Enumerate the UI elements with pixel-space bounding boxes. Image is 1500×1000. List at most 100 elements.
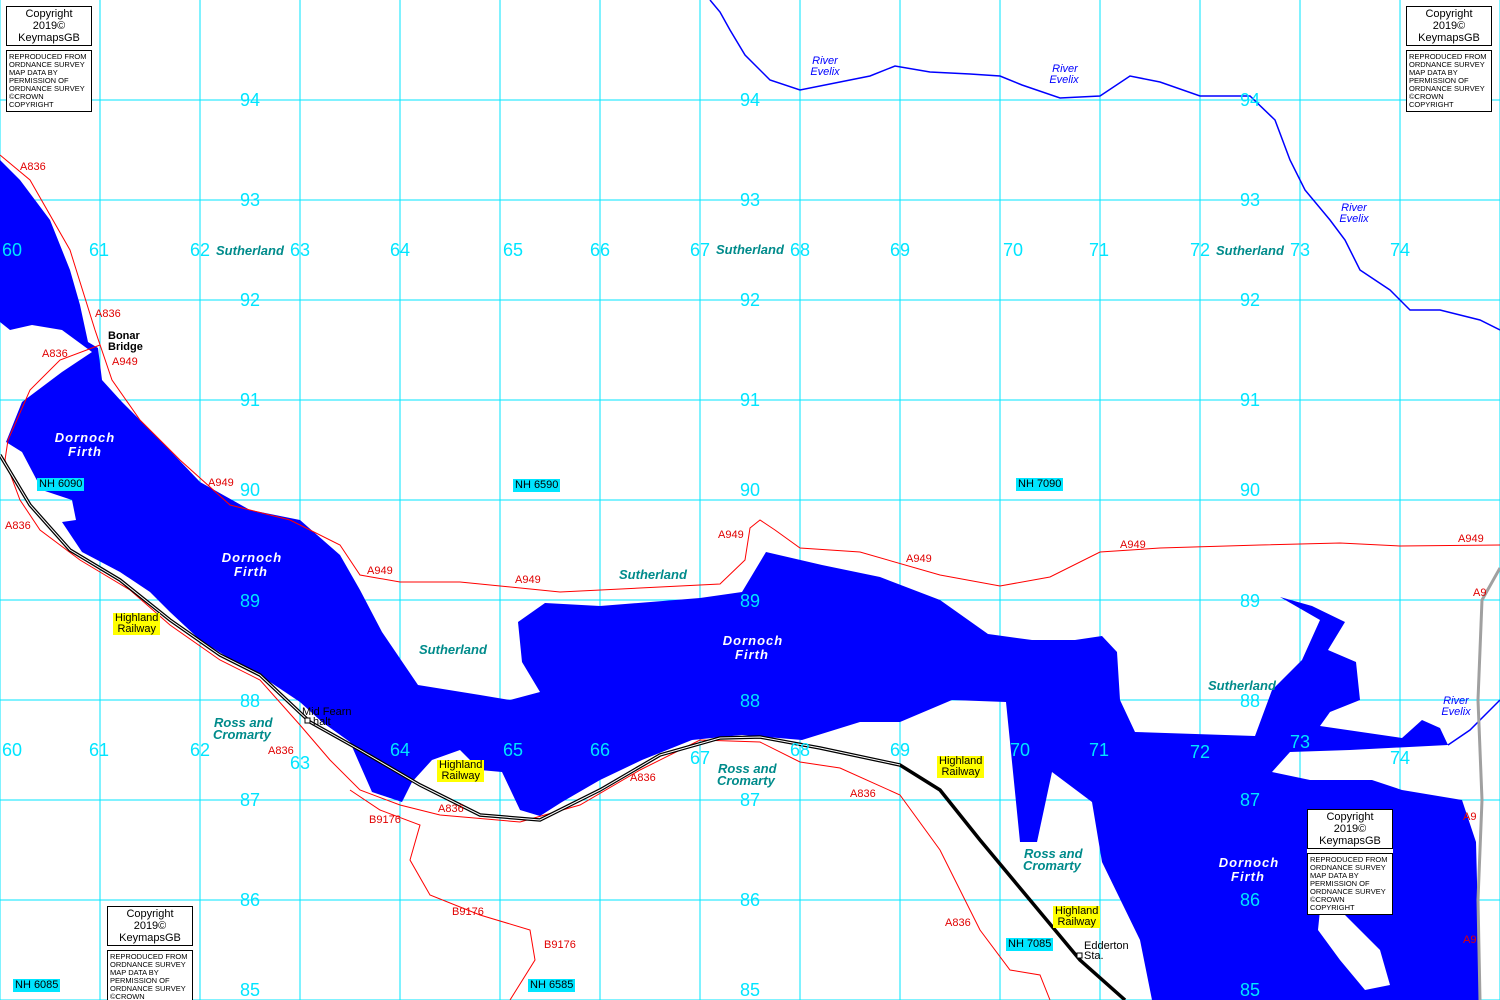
railway-label: Highland Railway xyxy=(437,759,485,782)
road-label: A836 xyxy=(42,348,68,360)
river-label: River xyxy=(1341,202,1368,214)
region-label: Sutherland xyxy=(419,642,488,657)
easting-label: 63 xyxy=(290,753,310,773)
northing-label: 87 xyxy=(1240,790,1260,810)
easting-label: 68 xyxy=(790,240,810,260)
northing-label: 94 xyxy=(240,90,260,110)
os-notice: REPRODUCED FROM ORDNANCE SURVEY MAP DATA B… xyxy=(6,50,92,112)
region-label: Ross and xyxy=(214,715,274,730)
easting-label: 62 xyxy=(190,740,210,760)
river-label: Evelix xyxy=(1049,74,1079,86)
water-body-label: Firth xyxy=(735,647,769,662)
river-label: Evelix xyxy=(1339,213,1369,225)
grid-ref-label: NH 6085 xyxy=(13,979,61,992)
road-label: A836 xyxy=(438,803,464,815)
mid-fearn-halt-marker xyxy=(304,717,311,724)
copyright-owner: KeymapsGB xyxy=(18,32,80,44)
easting-label: 61 xyxy=(89,740,109,760)
region-label: Sutherland xyxy=(1216,243,1285,258)
water-body-label: Dornoch xyxy=(723,633,783,648)
river-label: River xyxy=(812,55,839,67)
grid-ref-label: NH 6590 xyxy=(513,479,561,492)
road-label: A949 xyxy=(906,553,932,565)
copyright-line: Copyright 2019© xyxy=(25,8,73,32)
northing-label: 85 xyxy=(1240,980,1260,1000)
highland-railway-inner xyxy=(0,454,901,821)
grid-ref-label: NH 7085 xyxy=(1006,938,1054,951)
northing-label: 90 xyxy=(1240,480,1260,500)
northing-label: 92 xyxy=(1240,290,1260,310)
region-label: Sutherland xyxy=(619,567,688,582)
road-label: A9 xyxy=(1463,811,1476,823)
northing-label: 91 xyxy=(740,390,760,410)
region-label: Ross and xyxy=(718,761,778,776)
easting-label: 72 xyxy=(1190,742,1210,762)
water-body-label: Firth xyxy=(234,564,268,579)
easting-label: 70 xyxy=(1003,240,1023,260)
easting-label: 62 xyxy=(190,240,210,260)
road-label: A949 xyxy=(112,356,138,368)
easting-label: 69 xyxy=(890,740,910,760)
road-label: A836 xyxy=(850,788,876,800)
easting-label: 72 xyxy=(1190,240,1210,260)
northing-label: 92 xyxy=(240,290,260,310)
place-label: Edderton xyxy=(1084,940,1129,952)
dornoch-firth-water xyxy=(0,160,1480,1000)
water-body-label: Firth xyxy=(68,444,102,459)
river-label: Evelix xyxy=(810,66,840,78)
easting-label: 73 xyxy=(1290,240,1310,260)
easting-label: 64 xyxy=(390,240,410,260)
grid-ref-label: NH 7090 xyxy=(1016,478,1064,491)
place-label: halt xyxy=(313,716,331,728)
northing-label: 86 xyxy=(1240,890,1260,910)
road-b9176 xyxy=(349,789,536,1000)
place-label: Bonar xyxy=(108,330,141,342)
road-label: B9176 xyxy=(544,939,576,951)
northing-label: 89 xyxy=(240,591,260,611)
northing-label: 88 xyxy=(740,691,760,711)
copyright-box: Copyright 2019© KeymapsGB REPRODUCED FROM… xyxy=(1307,809,1393,915)
region-label: Cromarty xyxy=(717,773,776,788)
region-label: Sutherland xyxy=(716,242,785,257)
easting-label: 68 xyxy=(790,740,810,760)
northing-label: 93 xyxy=(1240,190,1260,210)
easting-label: 71 xyxy=(1089,240,1109,260)
road-a836-west xyxy=(4,344,1051,1000)
northing-label: 88 xyxy=(1240,691,1260,711)
easting-label: 66 xyxy=(590,740,610,760)
northing-label: 93 xyxy=(740,190,760,210)
road-label: A949 xyxy=(367,565,393,577)
easting-label: 60 xyxy=(2,740,22,760)
easting-label: 63 xyxy=(290,240,310,260)
river-label: River xyxy=(19,301,46,313)
easting-label: 69 xyxy=(890,240,910,260)
grid-ref-label: NH 6585 xyxy=(528,979,576,992)
northing-label: 92 xyxy=(740,290,760,310)
region-label: Ross and xyxy=(1024,846,1084,861)
region-label: Sutherland xyxy=(216,243,285,258)
road-label: B9176 xyxy=(369,814,401,826)
road-label: A949 xyxy=(718,529,744,541)
water-body-label: Dornoch xyxy=(222,550,282,565)
river-carron xyxy=(0,309,71,321)
easting-label: 61 xyxy=(89,240,109,260)
northing-label: 94 xyxy=(740,90,760,110)
easting-label: 67 xyxy=(690,240,710,260)
railway-label: Highland Railway xyxy=(113,612,161,635)
easting-label: 73 xyxy=(1290,732,1310,752)
railway-label: Highland Railway xyxy=(1053,905,1101,928)
os-notice: REPRODUCED FROM ORDNANCE SURVEY MAP DATA B… xyxy=(1406,50,1492,112)
northing-label: 94 xyxy=(1240,90,1260,110)
easting-label: 71 xyxy=(1089,740,1109,760)
easting-label: 74 xyxy=(1390,240,1410,260)
northing-label: 87 xyxy=(740,790,760,810)
road-label: A836 xyxy=(5,520,31,532)
island xyxy=(1318,910,1390,990)
water-body-label: Dornoch xyxy=(1219,855,1279,870)
os-notice: REPRODUCED FROM ORDNANCE SURVEY MAP DATA B… xyxy=(1307,853,1393,915)
copyright-box: Copyright 2019© KeymapsGB REPRODUCED FROM… xyxy=(1406,6,1492,112)
region-label: Sutherland xyxy=(1208,678,1277,693)
road-label: A949 xyxy=(1120,539,1146,551)
